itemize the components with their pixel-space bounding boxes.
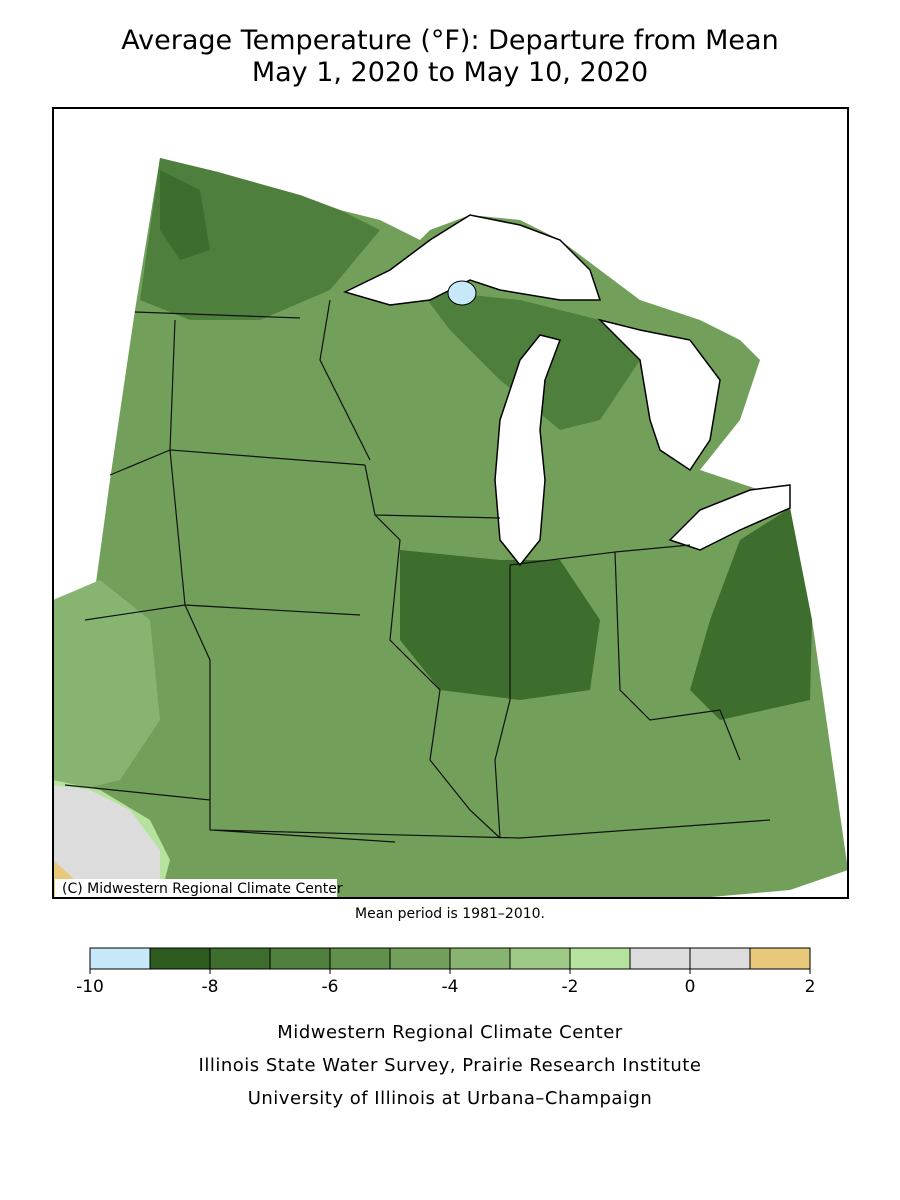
legend: -10 -8 -6 -4 -2 0 2 (76, 947, 816, 997)
legend-swatch (569, 947, 631, 970)
shade-band (53, 785, 160, 898)
footer-line: University of Illinois at Urbana–Champai… (248, 1088, 653, 1109)
legend-swatch (209, 947, 271, 970)
legend-tick-label: -10 (76, 977, 104, 997)
legend-swatch (149, 947, 211, 970)
legend-tick-label: -4 (442, 977, 459, 997)
map: (C) Midwestern Regional Climate Center (52, 107, 849, 899)
legend-swatch (509, 947, 571, 970)
map-frame-outline (52, 107, 849, 899)
legend-swatch (89, 947, 151, 970)
legend-swatch (689, 947, 751, 970)
legend-tick-label: -8 (202, 977, 219, 997)
legend-swatch (269, 947, 331, 970)
lake-michigan (494, 334, 561, 567)
map-credit: (C) Midwestern Regional Climate Center (62, 881, 343, 897)
shade-band (160, 170, 210, 260)
legend-swatch (749, 947, 811, 970)
legend-tick-label: -6 (322, 977, 339, 997)
shade-band (53, 580, 160, 800)
lake-huron (597, 318, 721, 472)
lake-superior (342, 214, 602, 306)
shade-band (400, 550, 600, 700)
legend-tick-label: 0 (685, 977, 696, 997)
footer-line: Midwestern Regional Climate Center (277, 1022, 623, 1043)
legend-swatch (629, 947, 691, 970)
legend-tick-label: -2 (562, 977, 579, 997)
shade-band (690, 508, 812, 720)
legend-tick-label: 2 (805, 977, 816, 997)
mean-period-note: Mean period is 1981–2010. (355, 906, 545, 922)
legend-swatch (329, 947, 391, 970)
legend-swatch (449, 947, 511, 970)
title: Average Temperature (°F): Departure from… (121, 25, 778, 56)
footer-line: Illinois State Water Survey, Prairie Res… (199, 1055, 702, 1076)
credit-box (55, 879, 337, 897)
lake-nipigon (447, 280, 477, 306)
legend-swatch (389, 947, 451, 970)
subtitle: May 1, 2020 to May 10, 2020 (252, 57, 648, 88)
lake-erie (668, 484, 791, 551)
